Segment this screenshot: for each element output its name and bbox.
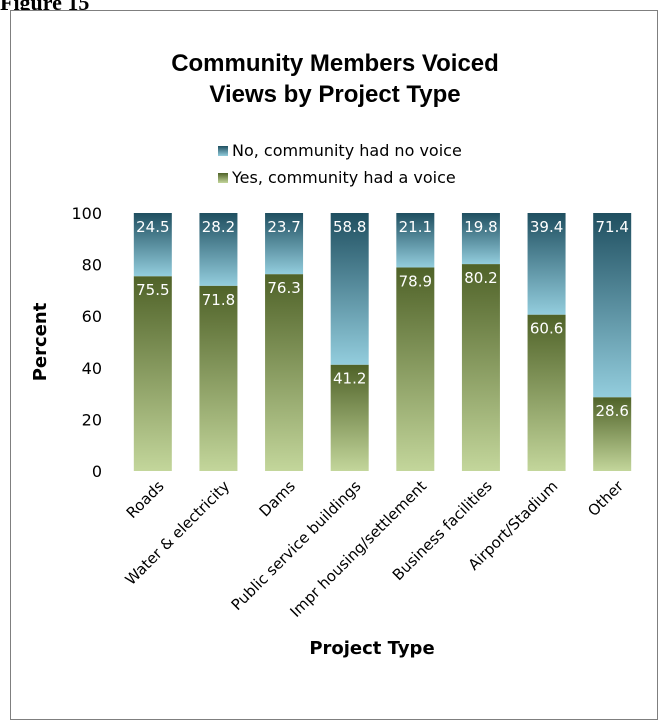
y-tick-label: 80 (82, 256, 102, 275)
x-axis-title: Project Type (309, 638, 434, 659)
bar-segment (133, 213, 172, 277)
chart-title-line: Views by Project Type (209, 81, 460, 108)
bar-segment (593, 397, 632, 471)
x-category-label: Other (584, 477, 627, 520)
chart-title-line: Community Members Voiced (171, 50, 499, 77)
bar-segment (265, 213, 304, 275)
y-tick-label: 0 (92, 462, 102, 481)
bar-segment (330, 364, 369, 471)
x-category-label: Dams (256, 477, 299, 520)
legend-item: No, community had no voice (218, 141, 462, 160)
data-label: 21.1 (399, 218, 432, 236)
data-label: 75.5 (136, 281, 169, 299)
y-tick-label: 60 (82, 307, 102, 326)
bar-segment (265, 274, 304, 471)
data-label: 71.4 (595, 218, 628, 236)
bar-segment (527, 314, 566, 471)
y-axis: 0 20 40 60 80 100 (71, 204, 102, 481)
y-tick-label: 100 (71, 204, 102, 223)
data-label: 76.3 (267, 279, 300, 297)
bar-segment (461, 213, 500, 265)
bars: 75.5 24.5 71.8 28.2 76.3 23.7 41.2 58.8 78.9 21.1… (133, 213, 632, 471)
y-tick-label: 20 (82, 410, 102, 429)
y-tick-label: 40 (82, 359, 102, 378)
data-label: 60.6 (530, 320, 563, 338)
data-label: 58.8 (333, 218, 366, 236)
bar-segment (199, 213, 238, 286)
data-label: 78.9 (399, 272, 432, 290)
x-category-label: Public service buildings (228, 477, 365, 614)
bar-segment (133, 276, 172, 471)
data-label: 41.2 (333, 370, 366, 388)
chart-title: Community Members Voiced Views by Project… (171, 50, 499, 108)
data-label: 19.8 (464, 218, 497, 236)
legend-item: Yes, community had a voice (218, 168, 456, 187)
legend-label: No, community had no voice (232, 141, 462, 160)
bar-segment (527, 213, 566, 315)
data-label: 39.4 (530, 218, 563, 236)
legend: No, community had no voice Yes, community… (218, 141, 462, 187)
bar-segment (396, 213, 435, 268)
bar-segment (461, 264, 500, 471)
data-label: 28.6 (595, 402, 628, 420)
x-category-label: Impr housing/settlement (286, 477, 430, 621)
data-label: 71.8 (202, 291, 235, 309)
data-label: 28.2 (202, 218, 235, 236)
x-category-label: Roads (123, 477, 168, 522)
bar-segment (199, 285, 238, 471)
legend-swatch (218, 146, 228, 156)
y-axis-title: Percent (30, 302, 51, 381)
bar-segment (396, 267, 435, 471)
data-label: 24.5 (136, 218, 169, 236)
legend-label: Yes, community had a voice (231, 168, 456, 187)
legend-swatch (218, 173, 228, 183)
data-label: 23.7 (267, 218, 300, 236)
bar-segment (593, 213, 632, 398)
bar-segment (330, 213, 369, 365)
data-label: 80.2 (464, 269, 497, 287)
